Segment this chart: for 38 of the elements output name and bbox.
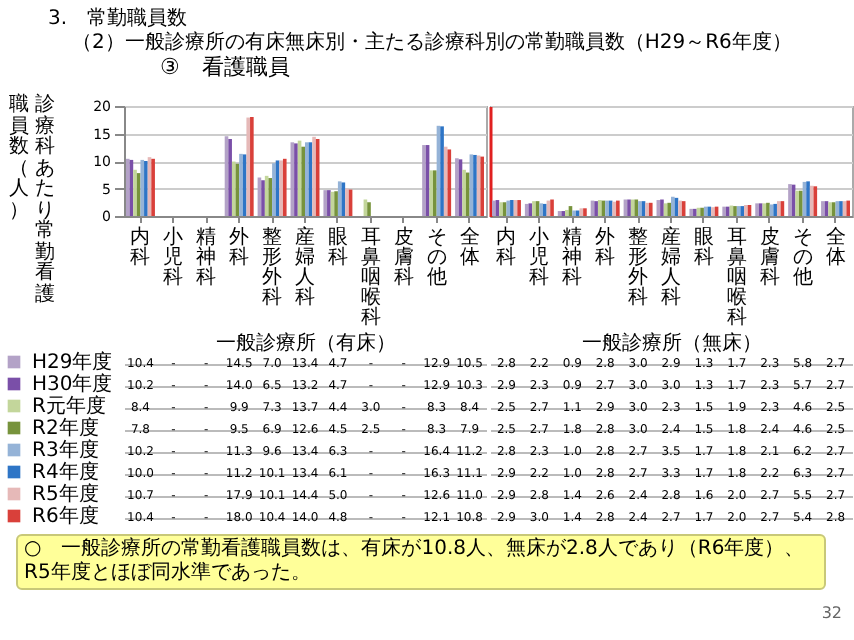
x-tick-label: 全体 <box>825 225 846 269</box>
x-tick-label: 全体 <box>459 225 480 269</box>
x-tick-label: 内科 <box>496 225 517 269</box>
text: ○ 一般診療所の常勤看護職員数は、有床が10.8人、無床が2.8人であり（R6年度）、R5年度とほぼ同水準であった。 <box>16 534 826 590</box>
legend-label: R元年度 <box>32 394 106 418</box>
x-tick-label: その他 <box>792 227 813 289</box>
x-tick-label: 耳鼻咽喉科 <box>360 227 381 329</box>
x-tick-label: 耳鼻咽喉科 <box>726 227 747 329</box>
legend-label: R5年度 <box>32 482 99 506</box>
x-tick-label: 皮膚科 <box>393 225 414 289</box>
x-tick-label: 精神科 <box>196 225 217 289</box>
chart-subtitle: （2）一般診療所の有床無床別・主たる診療科別の常勤職員数（H29～R6年度） <box>72 29 792 56</box>
chart-title: 3. 常勤職員数 <box>48 5 188 31</box>
x-tick-label: 産婦人科 <box>661 225 681 309</box>
x-tick-label: 産婦人科 <box>295 225 315 309</box>
x-tick-label: 精神科 <box>562 225 583 289</box>
x-axis-title: 一般診療所（有床） <box>216 331 396 355</box>
legend-label: H29年度 <box>32 350 113 374</box>
legend-label: R6年度 <box>32 504 99 528</box>
legend-label: R2年度 <box>32 416 99 440</box>
x-tick-label: 外科 <box>229 227 250 269</box>
x-axis-title: 一般診療所（無床） <box>582 331 762 355</box>
text: 診療科あたり常勤看護職員数（人） <box>9 94 55 305</box>
x-tick-label: その他 <box>426 227 447 289</box>
x-tick-label: 皮膚科 <box>759 225 780 289</box>
legend-label: H30年度 <box>32 372 113 396</box>
x-tick-label: 外科 <box>595 227 616 269</box>
x-tick-label: 内科 <box>130 225 151 269</box>
legend-label: R3年度 <box>32 438 99 462</box>
x-tick-label: 小児科 <box>163 225 184 289</box>
x-tick-label: 眼科 <box>693 227 714 269</box>
x-tick-label: 整形外科 <box>262 225 283 309</box>
text: 32 <box>821 604 842 622</box>
x-tick-label: 眼科 <box>327 227 348 269</box>
text: ③ 看護職員 <box>160 52 290 82</box>
x-tick-label: 整形外科 <box>628 225 649 309</box>
legend-label: R4年度 <box>32 460 99 484</box>
x-tick-label: 小児科 <box>529 225 550 289</box>
